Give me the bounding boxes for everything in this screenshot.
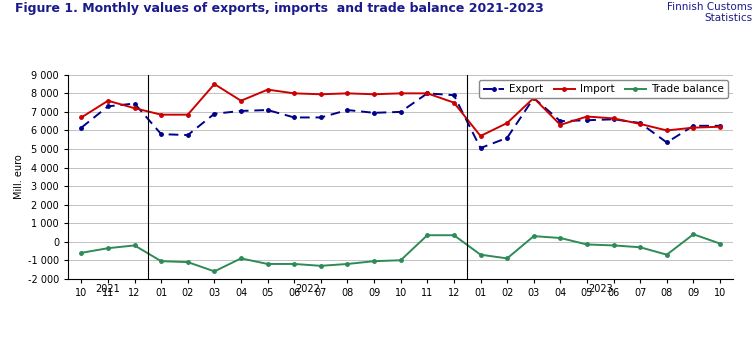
Line: Export: Export bbox=[79, 91, 722, 150]
Import bbox=[77, 115, 86, 119]
Text: 2021: 2021 bbox=[95, 284, 120, 294]
Export bbox=[476, 146, 485, 150]
Export bbox=[662, 140, 671, 144]
Import bbox=[183, 113, 192, 117]
Trade balance bbox=[609, 243, 618, 248]
Import bbox=[130, 106, 139, 110]
Trade balance bbox=[449, 233, 458, 237]
Export bbox=[237, 109, 246, 113]
Import bbox=[582, 115, 591, 119]
Export bbox=[156, 132, 166, 136]
Export bbox=[396, 110, 405, 114]
Import bbox=[210, 82, 219, 86]
Import bbox=[156, 113, 166, 117]
Y-axis label: Mill. euro: Mill. euro bbox=[14, 154, 23, 199]
Trade balance bbox=[662, 253, 671, 257]
Trade balance bbox=[689, 232, 698, 236]
Trade balance bbox=[396, 258, 405, 262]
Trade balance bbox=[636, 245, 645, 249]
Line: Trade balance: Trade balance bbox=[79, 233, 722, 273]
Export bbox=[715, 124, 724, 128]
Export bbox=[503, 136, 512, 140]
Trade balance bbox=[503, 256, 512, 260]
Trade balance bbox=[423, 233, 432, 237]
Import bbox=[636, 122, 645, 126]
Line: Import: Import bbox=[79, 82, 722, 138]
Trade balance bbox=[316, 264, 325, 268]
Text: Finnish Customs
Statistics: Finnish Customs Statistics bbox=[667, 2, 752, 23]
Import bbox=[316, 92, 325, 96]
Export bbox=[316, 115, 325, 119]
Import bbox=[396, 91, 405, 96]
Trade balance bbox=[156, 259, 166, 263]
Export bbox=[556, 119, 565, 123]
Export bbox=[77, 125, 86, 130]
Trade balance bbox=[290, 262, 299, 266]
Export bbox=[290, 115, 299, 119]
Trade balance bbox=[104, 246, 113, 250]
Export bbox=[210, 112, 219, 116]
Trade balance bbox=[130, 243, 139, 248]
Trade balance bbox=[529, 234, 538, 238]
Import bbox=[290, 91, 299, 96]
Export bbox=[183, 133, 192, 137]
Export bbox=[263, 108, 272, 112]
Import bbox=[503, 121, 512, 125]
Export bbox=[130, 102, 139, 106]
Trade balance bbox=[210, 269, 219, 273]
Import bbox=[104, 99, 113, 103]
Import bbox=[370, 92, 379, 96]
Import bbox=[237, 99, 246, 103]
Trade balance bbox=[476, 253, 485, 257]
Import bbox=[662, 129, 671, 133]
Trade balance bbox=[263, 262, 272, 266]
Trade balance bbox=[370, 259, 379, 263]
Export bbox=[343, 108, 352, 112]
Trade balance bbox=[237, 256, 246, 260]
Export bbox=[104, 104, 113, 108]
Import bbox=[556, 123, 565, 127]
Export bbox=[636, 121, 645, 125]
Trade balance bbox=[183, 260, 192, 264]
Import bbox=[423, 91, 432, 96]
Import bbox=[609, 116, 618, 120]
Legend: Export, Import, Trade balance: Export, Import, Trade balance bbox=[479, 80, 728, 98]
Export bbox=[449, 93, 458, 97]
Trade balance bbox=[556, 236, 565, 240]
Import bbox=[715, 125, 724, 129]
Trade balance bbox=[77, 251, 86, 255]
Import bbox=[529, 96, 538, 100]
Text: Figure 1. Monthly values of exports, imports  and trade balance 2021-2023: Figure 1. Monthly values of exports, imp… bbox=[15, 2, 544, 15]
Export bbox=[689, 124, 698, 128]
Trade balance bbox=[715, 241, 724, 245]
Trade balance bbox=[343, 262, 352, 266]
Export bbox=[370, 111, 379, 115]
Import bbox=[689, 125, 698, 130]
Import bbox=[263, 88, 272, 92]
Trade balance bbox=[582, 242, 591, 246]
Text: 2022: 2022 bbox=[295, 284, 320, 294]
Import bbox=[476, 134, 485, 138]
Import bbox=[449, 101, 458, 105]
Export bbox=[529, 96, 538, 100]
Export bbox=[582, 118, 591, 122]
Export bbox=[609, 117, 618, 121]
Import bbox=[343, 91, 352, 96]
Export bbox=[423, 91, 432, 96]
Text: 2023: 2023 bbox=[588, 284, 612, 294]
